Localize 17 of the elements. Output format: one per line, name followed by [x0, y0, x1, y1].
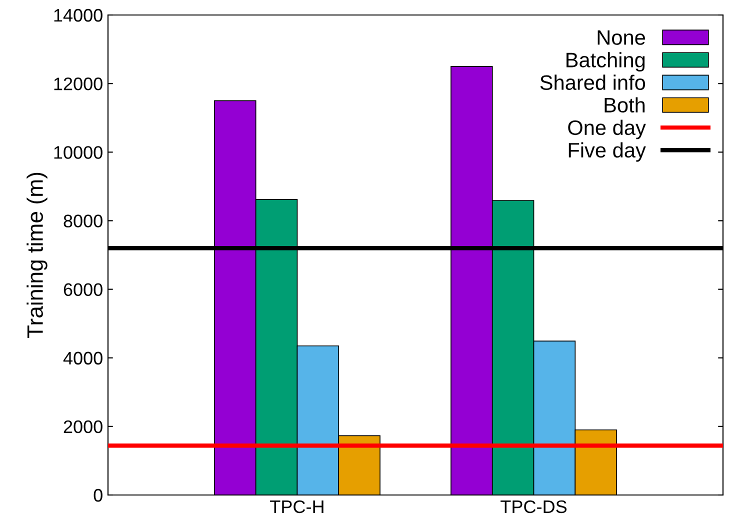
x-tick-label: TPC-H: [270, 500, 324, 514]
y-tick-label: 8000: [64, 214, 102, 228]
legend-label: Shared info: [540, 74, 646, 90]
x-tick-label: TPC-DS: [500, 500, 567, 514]
y-tick-label: 0: [94, 488, 102, 502]
legend-label: None: [598, 30, 645, 45]
legend-label: Five day: [568, 142, 646, 162]
y-tick-label: 10000: [54, 146, 102, 159]
y-tick-label: 4000: [63, 352, 102, 365]
y-axis-title: Training time (m): [26, 172, 48, 338]
y-tick-label: 14000: [54, 8, 102, 22]
legend-label: Batching: [566, 52, 645, 72]
legend-label: Both: [604, 97, 645, 113]
y-tick-label: 12000: [54, 78, 102, 90]
y-tick-label: 6000: [64, 283, 102, 296]
legend-label: One day: [568, 120, 646, 140]
y-tick-label: 2000: [64, 420, 102, 434]
